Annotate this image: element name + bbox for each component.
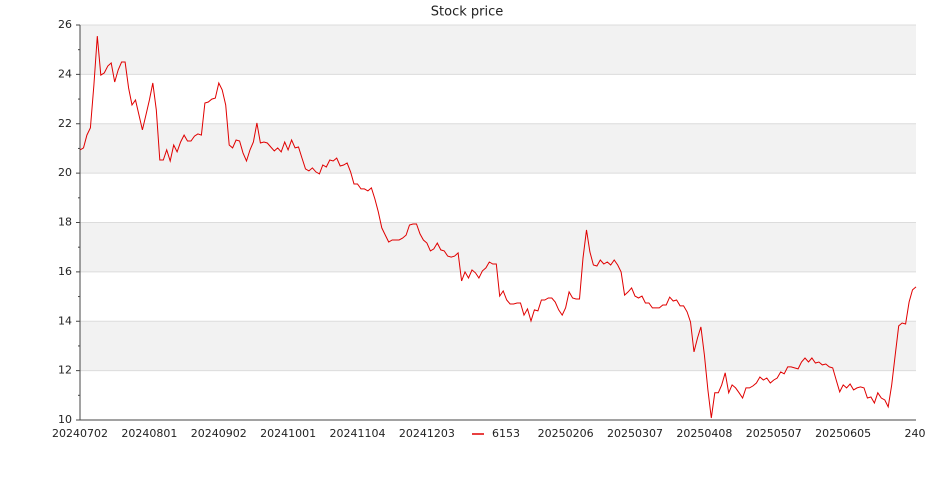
y-tick-label: 10	[58, 413, 72, 426]
x-tick-label: 20241104	[330, 427, 386, 440]
y-tick-label: 24	[58, 67, 72, 80]
y-tick-label: 20	[58, 166, 72, 179]
price-line	[79, 36, 917, 419]
y-tick-label: 12	[58, 364, 72, 377]
grid-band	[80, 123, 916, 174]
y-tick-label: 16	[58, 265, 72, 278]
y-tick-label: 18	[58, 216, 72, 229]
y-tick-label: 14	[58, 314, 72, 327]
chart-title: Stock price	[431, 5, 503, 20]
grid-band	[80, 25, 916, 75]
x-tick-label: 20240801	[121, 427, 177, 440]
legend: 6153	[468, 425, 526, 443]
y-tick-label: 26	[58, 18, 72, 31]
grid-band	[80, 222, 916, 272]
x-tick-label: 20250206	[538, 427, 594, 440]
legend-box	[468, 425, 526, 443]
grid-band	[80, 321, 916, 371]
x-tick-label: 20250307	[607, 427, 663, 440]
x-tick-label: 20241203	[399, 427, 455, 440]
x-tick-label: 240	[905, 427, 926, 440]
x-tick-label: 20250408	[676, 427, 732, 440]
x-tick-label: 20240702	[52, 427, 108, 440]
y-tick-label: 22	[58, 117, 72, 130]
x-tick-label: 20241001	[260, 427, 316, 440]
legend-label: 6153	[492, 427, 520, 440]
x-tick-label: 20240902	[191, 427, 247, 440]
x-tick-label: 20250507	[746, 427, 802, 440]
x-tick-label: 20250605	[815, 427, 871, 440]
